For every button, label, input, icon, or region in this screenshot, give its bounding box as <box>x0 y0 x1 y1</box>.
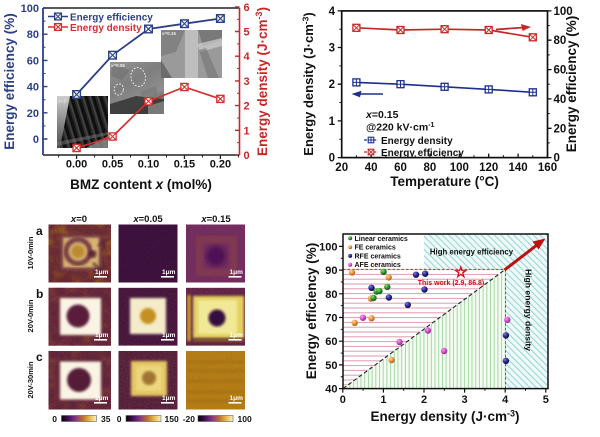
svg-text:1μm: 1μm <box>162 332 176 339</box>
svg-text:x=0.05: x=0.05 <box>111 63 125 68</box>
svg-text:80: 80 <box>554 35 567 47</box>
svg-text:FE ceramics: FE ceramics <box>355 245 396 252</box>
svg-text:70: 70 <box>325 313 337 325</box>
svg-text:Energy density (J·cm-3): Energy density (J·cm-3) <box>301 12 317 155</box>
svg-text:1μm: 1μm <box>162 269 176 276</box>
svg-text:1μm: 1μm <box>230 332 244 339</box>
svg-text:Energy efficiency: Energy efficiency <box>381 148 464 159</box>
svg-text:90: 90 <box>325 265 337 277</box>
svg-text:x=0: x=0 <box>70 214 87 225</box>
svg-text:x=0.05: x=0.05 <box>132 214 163 225</box>
svg-text:20: 20 <box>27 108 39 120</box>
svg-text:35: 35 <box>101 414 111 424</box>
svg-text:20V-30min: 20V-30min <box>26 361 35 399</box>
svg-text:160: 160 <box>538 162 557 174</box>
svg-text:100: 100 <box>554 6 573 18</box>
svg-text:This work (2.9, 86.8): This work (2.9, 86.8) <box>418 280 485 287</box>
svg-text:40: 40 <box>554 94 567 106</box>
svg-text:0: 0 <box>117 414 122 424</box>
svg-text:100: 100 <box>21 3 39 15</box>
svg-text:0: 0 <box>329 153 335 165</box>
svg-text:5: 5 <box>543 394 549 406</box>
svg-text:3: 3 <box>329 43 335 55</box>
svg-text:20: 20 <box>335 162 348 174</box>
svg-text:60: 60 <box>325 336 337 348</box>
svg-text:Energy density (J·cm-3): Energy density (J·cm-3) <box>370 409 519 425</box>
svg-text:1μm: 1μm <box>230 395 244 402</box>
svg-text:2: 2 <box>421 394 427 406</box>
svg-text:100: 100 <box>238 414 252 424</box>
svg-text:120: 120 <box>479 162 498 174</box>
svg-text:40: 40 <box>325 384 337 396</box>
svg-text:1μm: 1μm <box>95 395 109 402</box>
svg-text:80: 80 <box>424 162 437 174</box>
svg-text:100: 100 <box>450 162 469 174</box>
svg-text:Energy efficiency (%): Energy efficiency (%) <box>2 13 17 150</box>
svg-text:3: 3 <box>244 76 250 88</box>
svg-text:1: 1 <box>244 125 250 137</box>
svg-text:x=0: x=0 <box>58 99 67 105</box>
svg-text:RFE ceramics: RFE ceramics <box>355 253 401 260</box>
svg-text:60: 60 <box>27 55 39 67</box>
svg-text:0: 0 <box>244 150 250 162</box>
svg-text:Energy density: Energy density <box>70 23 142 34</box>
svg-text:1μm: 1μm <box>95 269 109 276</box>
svg-text:x=0.15: x=0.15 <box>365 109 399 121</box>
svg-text:0.00: 0.00 <box>66 159 87 171</box>
svg-text:High energy density: High energy density <box>524 269 534 351</box>
svg-text:6: 6 <box>244 2 250 14</box>
svg-text:1μm: 1μm <box>95 332 109 339</box>
svg-text:80: 80 <box>27 29 39 41</box>
svg-text:1μm: 1μm <box>230 269 244 276</box>
svg-text:20V-0min: 20V-0min <box>26 299 35 332</box>
svg-text:c: c <box>36 350 43 364</box>
svg-text:60: 60 <box>394 162 407 174</box>
svg-text:40: 40 <box>27 82 39 94</box>
svg-text:0.20: 0.20 <box>210 159 231 171</box>
svg-text:4: 4 <box>329 6 336 18</box>
svg-text:x=0.15: x=0.15 <box>200 214 231 225</box>
svg-text:50: 50 <box>325 360 337 372</box>
svg-text:20: 20 <box>554 123 567 135</box>
svg-text:a: a <box>36 224 43 238</box>
svg-text:0: 0 <box>340 394 346 406</box>
svg-text:140: 140 <box>509 162 528 174</box>
svg-text:1: 1 <box>329 116 336 128</box>
svg-text:High energy efficiency: High energy efficiency <box>430 247 514 256</box>
svg-text:4: 4 <box>244 51 251 63</box>
svg-text:3: 3 <box>462 394 468 406</box>
svg-text:b: b <box>36 287 43 301</box>
svg-text:150: 150 <box>165 414 179 424</box>
svg-text:Linear ceramics: Linear ceramics <box>355 236 408 243</box>
svg-text:AFE ceramics: AFE ceramics <box>355 262 401 269</box>
svg-text:5: 5 <box>244 27 250 39</box>
svg-text:Energy efficiency (%): Energy efficiency (%) <box>564 16 579 153</box>
svg-text:2: 2 <box>329 79 335 91</box>
svg-text:Energy density: Energy density <box>381 136 453 147</box>
svg-text:80: 80 <box>325 289 337 301</box>
svg-text:-20: -20 <box>183 414 196 424</box>
svg-text:4: 4 <box>502 394 509 406</box>
svg-text:1μm: 1μm <box>162 395 176 402</box>
svg-text:x=0.15: x=0.15 <box>162 31 176 36</box>
svg-text:100: 100 <box>319 241 337 253</box>
svg-text:1: 1 <box>380 394 386 406</box>
svg-text:Temperature (°C): Temperature (°C) <box>390 174 499 189</box>
svg-text:40: 40 <box>365 162 378 174</box>
svg-text:0: 0 <box>554 153 560 165</box>
svg-text:0: 0 <box>52 414 57 424</box>
svg-text:0.10: 0.10 <box>138 159 159 171</box>
svg-text:0.05: 0.05 <box>102 159 123 171</box>
svg-text:60: 60 <box>554 65 567 77</box>
svg-text:Energy efficiency (%): Energy efficiency (%) <box>304 243 319 380</box>
svg-text:@220 kV·cm-1: @220 kV·cm-1 <box>366 122 435 134</box>
svg-text:Energy efficiency: Energy efficiency <box>70 12 153 23</box>
svg-text:0: 0 <box>33 134 39 146</box>
svg-text:2: 2 <box>244 101 250 113</box>
svg-text:0.15: 0.15 <box>174 159 195 171</box>
svg-text:BMZ content x (mol%): BMZ content x (mol%) <box>70 177 212 192</box>
svg-text:10V-0min: 10V-0min <box>26 236 35 269</box>
svg-text:Energy density (J·cm-3): Energy density (J·cm-3) <box>254 7 270 156</box>
